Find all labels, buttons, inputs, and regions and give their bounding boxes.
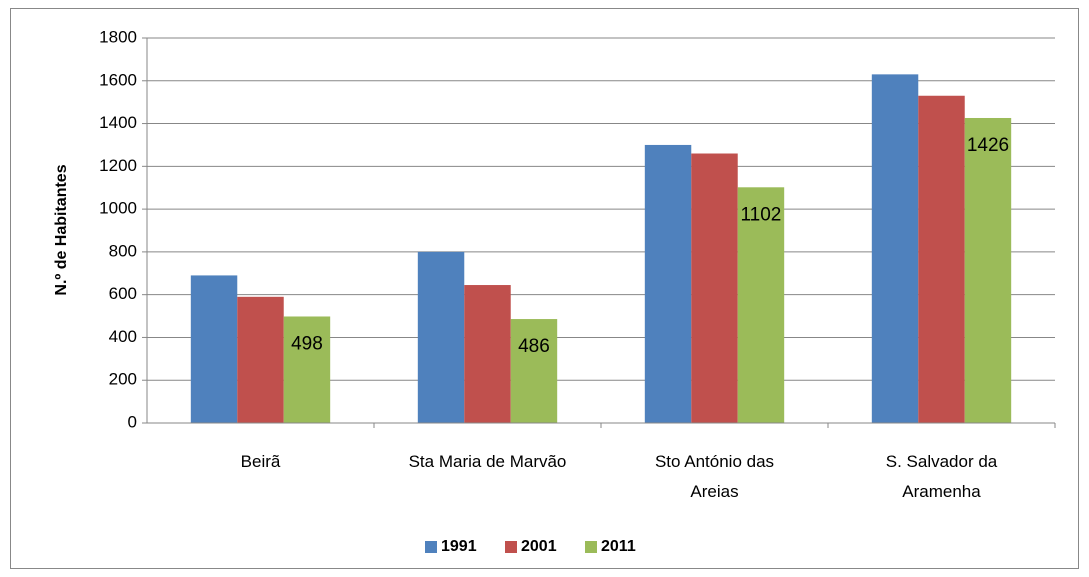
- bar: [237, 296, 284, 423]
- bar: [737, 187, 785, 423]
- x-tick-label: Sta Maria de Marvão: [408, 452, 567, 471]
- x-tick-label: Sto António das Areias: [654, 452, 775, 501]
- y-tick-label: 1600: [99, 70, 137, 89]
- y-tick-label: 0: [128, 412, 137, 431]
- data-label: 1102: [741, 204, 782, 225]
- bar: [964, 117, 1012, 423]
- x-tick-label: S. Salvador da Aramenha: [885, 452, 998, 501]
- bar: [644, 144, 692, 423]
- x-tick-label: Beirã: [240, 452, 281, 471]
- bar: [464, 285, 511, 423]
- legend-swatch: [505, 541, 517, 553]
- frame: [10, 8, 1079, 569]
- data-label: 498: [291, 333, 323, 354]
- y-tick-label: 1800: [99, 27, 137, 46]
- y-tick-label: 1000: [99, 199, 137, 218]
- y-tick-label: 1200: [99, 156, 137, 175]
- y-tick-label: 200: [109, 370, 137, 389]
- bar: [871, 74, 919, 423]
- bar: [691, 153, 738, 423]
- bar: [918, 95, 965, 423]
- legend-label: 1991: [441, 538, 477, 555]
- data-label: 1426: [967, 135, 1009, 156]
- legend-label: 2011: [601, 538, 636, 555]
- bar: [510, 319, 558, 423]
- y-tick-label: 1400: [99, 113, 137, 132]
- y-tick-label: 600: [109, 284, 137, 303]
- bar: [283, 316, 331, 423]
- legend-label: 2001: [521, 538, 557, 555]
- legend-swatch: [425, 541, 437, 553]
- legend-swatch: [585, 541, 597, 553]
- bar: [190, 275, 238, 423]
- bar: [417, 251, 465, 423]
- y-tick-label: 400: [109, 327, 137, 346]
- y-tick-label: 800: [109, 241, 137, 260]
- data-label: 486: [518, 336, 550, 357]
- y-axis-title: N.º de Habitantes: [53, 164, 70, 295]
